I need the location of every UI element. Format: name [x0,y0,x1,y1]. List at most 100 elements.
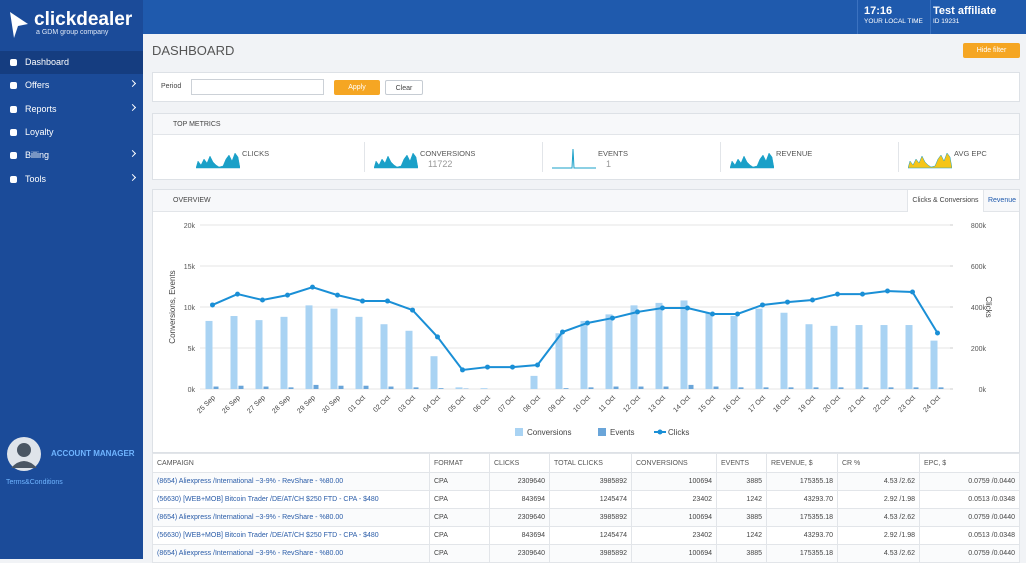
table-cell[interactable]: (56630) [WEB+MOB] Bitcoin Trader /DE/AT/… [153,491,430,509]
x-tick-label: 03 Oct [397,394,417,414]
x-tick-label: 08 Oct [522,394,542,414]
y2-axis-title: Clicks [984,296,993,317]
logo: clickdealer [34,9,132,31]
column-header[interactable]: EPC, $ [920,454,1020,473]
menu-item[interactable]: Billing [0,144,143,167]
bar [289,387,294,389]
table-cell: 100694 [632,509,717,527]
menu-icon [10,152,17,159]
tab[interactable]: Revenue [984,190,1020,212]
point [685,306,690,311]
table-cell: 843694 [490,491,550,509]
table-cell[interactable]: (8654) Aliexpress /International ~3-9% -… [153,545,430,563]
sidebar: clickdealer a GDM group company Dashboar… [0,0,143,559]
table-row: (8654) Aliexpress /International ~3-9% -… [153,509,1020,527]
table-cell: 2309640 [490,545,550,563]
x-tick-label: 19 Oct [797,394,817,414]
bar [681,300,688,389]
bar [256,320,263,389]
sparkline [552,147,596,169]
metric-label: CLICKS [242,149,269,158]
period-input[interactable] [191,79,324,95]
table-cell: 1245474 [550,527,632,545]
menu-item[interactable]: Tools [0,168,143,191]
avatar [6,436,42,472]
point [710,311,715,316]
page-title: DASHBOARD [152,43,234,58]
table-cell: 23402 [632,527,717,545]
bar [456,387,463,389]
table-cell: 2309640 [490,473,550,491]
y-axis-title: Conversions, Events [168,270,177,343]
sparkline [196,147,240,169]
menu-item[interactable]: Reports [0,98,143,121]
x-tick-label: 15 Oct [697,394,717,414]
point [835,292,840,297]
table-cell: 43293.70 [767,527,838,545]
table-cell: 100694 [632,473,717,491]
point [260,298,265,303]
table-cell: 0.0759 /0.0440 [920,545,1020,563]
point [585,320,590,325]
point [385,299,390,304]
table-cell[interactable]: (8654) Aliexpress /International ~3-9% -… [153,473,430,491]
divider [364,142,365,172]
point [335,293,340,298]
x-tick-label: 27 Sep [246,394,267,415]
menu-item[interactable]: Dashboard [0,51,143,74]
apply-button[interactable]: Apply [334,80,380,95]
bar [231,316,238,389]
legend-swatch [598,428,606,436]
x-tick-label: 18 Oct [772,394,792,414]
point [510,365,515,370]
x-tick-label: 13 Oct [647,394,667,414]
table-cell: 4.53 /2.62 [838,473,920,491]
column-header[interactable]: CONVERSIONS [632,454,717,473]
line [213,287,938,370]
point [460,367,465,372]
filter-panel: Period Apply Clear [152,72,1020,102]
y-tick-label: 0k [188,387,196,394]
table-cell[interactable]: (8654) Aliexpress /International ~3-9% -… [153,509,430,527]
tab[interactable]: Clicks & Conversions [907,190,984,212]
table-cell: 3885 [717,473,767,491]
metric-label: REVENUE [776,149,812,158]
bar [639,387,644,389]
table-cell: CPA [430,491,490,509]
column-header[interactable]: CLICKS [490,454,550,473]
column-header[interactable]: FORMAT [430,454,490,473]
menu-item[interactable]: Loyalty [0,121,143,144]
column-header[interactable]: TOTAL CLICKS [550,454,632,473]
table-cell[interactable]: (56630) [WEB+MOB] Bitcoin Trader /DE/AT/… [153,527,430,545]
bar [606,314,613,389]
menu-item[interactable]: Offers [0,74,143,97]
column-header[interactable]: REVENUE, $ [767,454,838,473]
user-id: ID 19231 [933,18,959,25]
bar [414,387,419,389]
table-cell: 3885 [717,509,767,527]
x-tick-label: 21 Oct [847,394,867,414]
bar [589,387,594,389]
column-header[interactable]: CR % [838,454,920,473]
terms-link[interactable]: Terms&Conditions [6,479,63,486]
hide-filter-button[interactable]: Hide filter [963,43,1020,58]
table-cell: 4.53 /2.62 [838,545,920,563]
bar [856,325,863,389]
x-tick-label: 28 Sep [271,394,292,415]
point [210,302,215,307]
table-cell: 843694 [490,527,550,545]
sparkline [374,147,418,169]
clear-button[interactable]: Clear [385,80,423,95]
divider [720,142,721,172]
column-header[interactable]: EVENTS [717,454,767,473]
bar [281,317,288,389]
x-tick-label: 05 Oct [447,394,467,414]
table-cell: CPA [430,527,490,545]
account-manager: ACCOUNT MANAGER [51,449,135,458]
metric-label: AVG EPC [954,149,987,158]
table-cell: 3985892 [550,473,632,491]
bar [806,324,813,389]
point [285,293,290,298]
column-header[interactable]: CAMPAIGN [153,454,430,473]
